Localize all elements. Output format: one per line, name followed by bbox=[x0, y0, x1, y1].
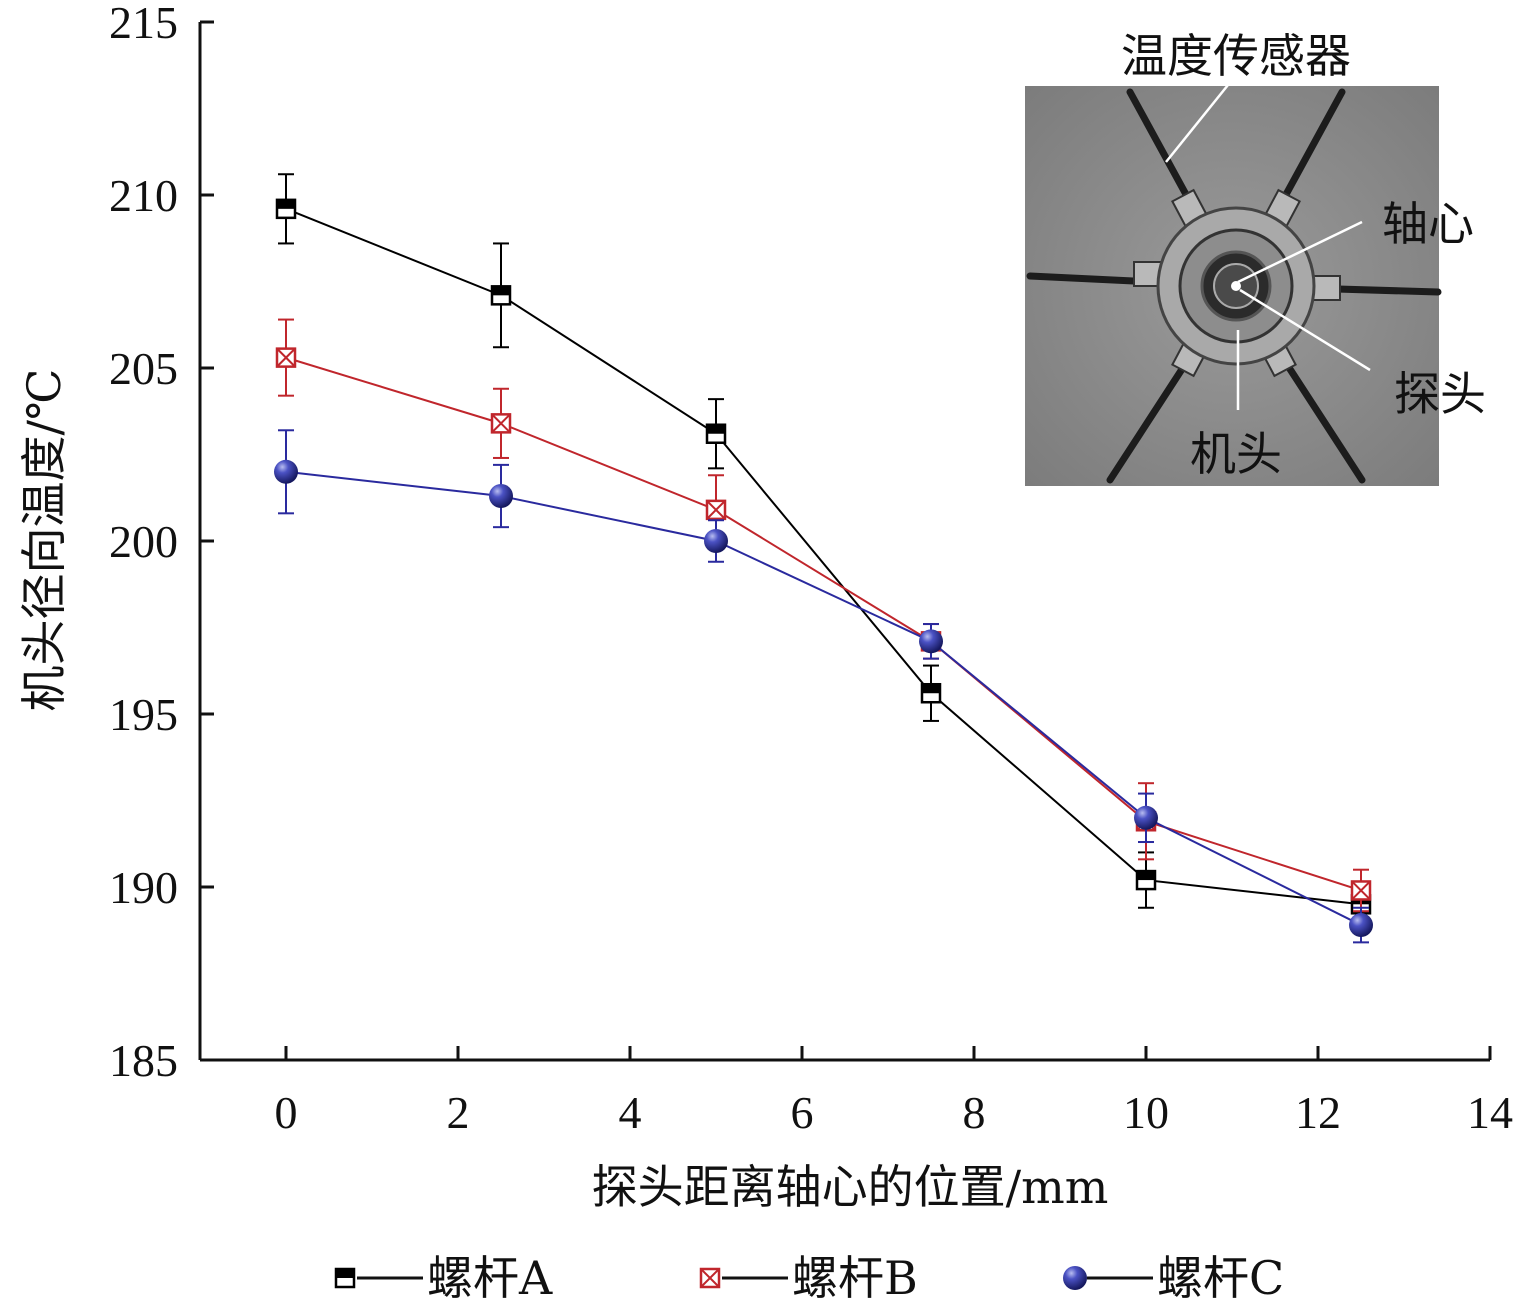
data-point bbox=[1134, 805, 1158, 830]
legend-label: 螺杆A bbox=[427, 1251, 553, 1305]
y-tick-label: 190 bbox=[109, 862, 178, 913]
data-point bbox=[490, 413, 512, 434]
axis-center-dot bbox=[1231, 281, 1241, 291]
legend-marker bbox=[699, 1267, 721, 1289]
x-tick-label: 14 bbox=[1467, 1087, 1513, 1138]
x-tick-label: 10 bbox=[1123, 1087, 1169, 1138]
data-point bbox=[919, 629, 943, 654]
inset-label-die-head: 机头 bbox=[1190, 427, 1282, 481]
legend-marker bbox=[334, 1267, 356, 1289]
legend-item-2: 螺杆B bbox=[699, 1251, 918, 1305]
y-tick-label: 195 bbox=[109, 689, 178, 740]
legend-marker bbox=[1063, 1266, 1087, 1290]
data-point bbox=[705, 423, 727, 444]
inset-photo: 温度传感器 轴心 探头 机头 bbox=[1025, 29, 1486, 486]
y-axis-title: 机头径向温度/℃ bbox=[17, 369, 71, 712]
x-tick-label: 12 bbox=[1295, 1087, 1341, 1138]
series-line bbox=[285, 356, 1362, 892]
data-point bbox=[275, 347, 297, 368]
data-point bbox=[705, 499, 727, 521]
x-tick-label: 6 bbox=[791, 1087, 814, 1138]
series-line bbox=[285, 470, 1362, 926]
inset-label-axis-center: 轴心 bbox=[1382, 197, 1474, 251]
leader-lines bbox=[1165, 79, 1371, 410]
x-tick-label: 2 bbox=[447, 1087, 470, 1138]
y-tick-label: 200 bbox=[109, 516, 178, 567]
legend-item-1: 螺杆A bbox=[334, 1251, 553, 1305]
y-ticks: 185 190 195 200 205 210 215 bbox=[109, 0, 214, 1086]
data-point bbox=[274, 459, 298, 484]
data-point bbox=[489, 484, 513, 509]
series-3 bbox=[274, 429, 1373, 944]
data-point bbox=[275, 198, 297, 220]
legend-item-3: 螺杆C bbox=[1063, 1251, 1284, 1305]
inset-label-temperature-sensor: 温度传感器 bbox=[1121, 29, 1351, 83]
x-ticks: 0 2 4 6 8 10 12 14 bbox=[275, 1046, 1513, 1138]
legend-label: 螺杆C bbox=[1157, 1251, 1284, 1305]
y-tick-label: 210 bbox=[109, 170, 178, 221]
series-2 bbox=[275, 318, 1372, 913]
y-tick-label: 185 bbox=[109, 1035, 178, 1086]
x-tick-label: 0 bbox=[275, 1087, 298, 1138]
data-point bbox=[920, 682, 942, 704]
data-point bbox=[1349, 913, 1373, 938]
y-tick-label: 215 bbox=[109, 0, 178, 48]
data-point bbox=[490, 285, 512, 306]
x-axis-title: 探头距离轴心的位置/mm bbox=[592, 1160, 1109, 1214]
x-tick-label: 4 bbox=[619, 1087, 642, 1138]
series-line bbox=[285, 207, 1362, 906]
y-tick-label: 205 bbox=[109, 343, 178, 394]
legend: 螺杆A 螺杆B 螺杆C bbox=[334, 1251, 1284, 1305]
plot-area bbox=[274, 173, 1373, 944]
legend-label: 螺杆B bbox=[792, 1251, 918, 1305]
inset-label-probe: 探头 bbox=[1394, 367, 1486, 421]
data-point bbox=[1135, 869, 1157, 891]
data-point bbox=[704, 529, 728, 553]
data-point bbox=[1350, 880, 1372, 901]
x-tick-label: 8 bbox=[963, 1087, 986, 1138]
